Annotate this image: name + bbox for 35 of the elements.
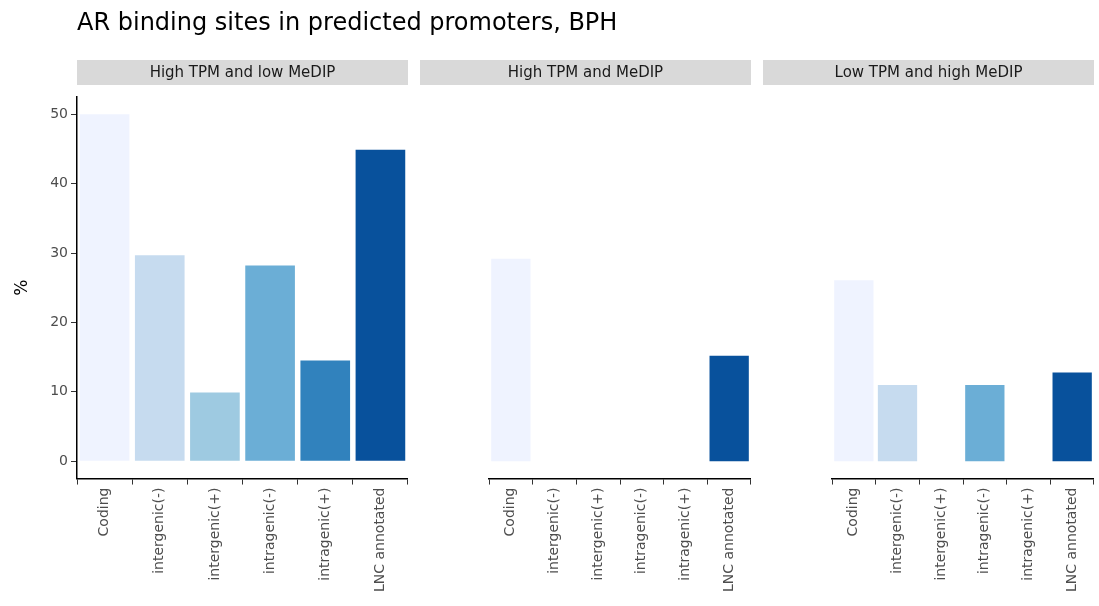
x-tick-label: intragenic(+) [315,487,332,581]
chart-subtitle: High TPM and low MeDIP [77,60,408,85]
x-tick-label: Coding [844,487,861,537]
x-tick-label: intergenic(+) [588,487,605,581]
bar [300,360,351,461]
x-tick-label: intergenic(+) [931,487,948,581]
y-tick-label: 20 [50,313,68,330]
x-tick-label: LNC annotated [1062,487,1079,593]
x-tick-label: intragenic(-) [260,487,277,575]
bar [355,149,406,461]
bar [245,265,295,461]
chart-subtitle: High TPM and MeDIP [420,60,751,85]
x-tick-label: intragenic(+) [676,487,693,581]
chart-subtitle: Low TPM and high MeDIP [763,60,1094,85]
x-tick-label: LNC annotated [371,487,388,593]
x-tick-label: intergenic(-) [545,487,562,574]
bar [134,255,185,461]
y-tick-label: 0 [59,451,68,468]
x-tick-label: intergenic(-) [150,487,167,574]
x-tick-label: intragenic(-) [632,487,649,575]
x-tick-label: Coding [95,487,112,537]
x-tick-label: Coding [501,487,518,537]
bar [190,392,240,461]
bar [79,114,130,461]
y-axis-title: % [10,279,31,296]
x-tick-label: intragenic(+) [1019,487,1036,581]
x-tick-label: LNC annotated [719,487,736,593]
y-tick-label: 10 [50,382,68,399]
x-tick-label: intergenic(-) [888,487,905,574]
y-tick-label: 40 [50,174,68,191]
chart-title: AR binding sites in predicted promoters, BPH [77,8,618,36]
y-tick-label: 30 [50,243,68,260]
x-tick-label: intergenic(+) [205,487,222,581]
x-tick-label: intragenic(-) [975,487,992,575]
y-tick-label: 50 [50,104,68,121]
